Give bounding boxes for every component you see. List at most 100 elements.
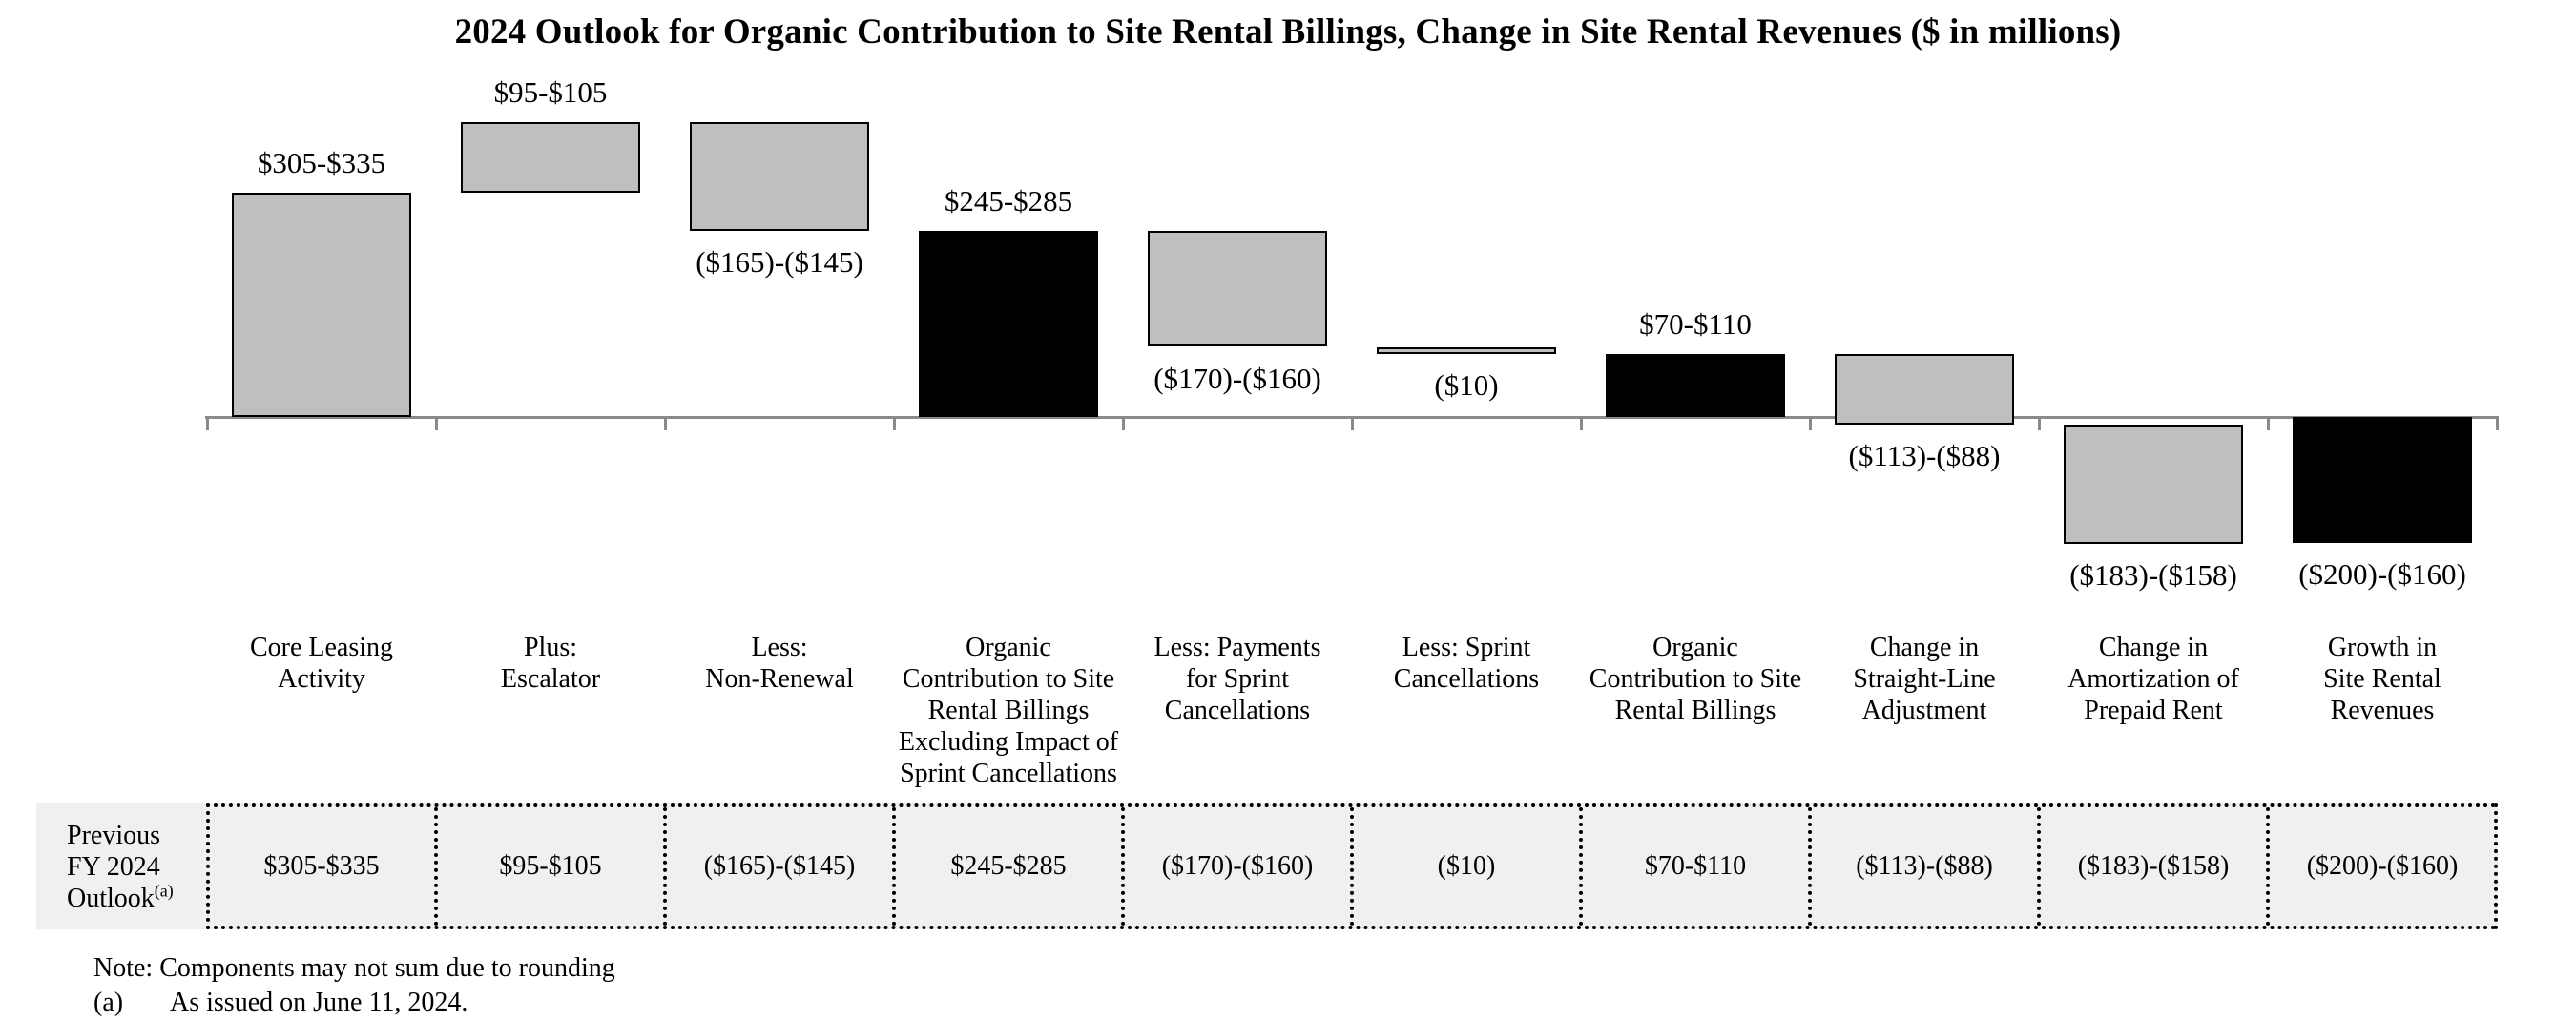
bar-value-label: ($113)-($88) xyxy=(1848,438,2001,472)
bar-value-label: ($170)-($160) xyxy=(1153,361,1321,395)
table-row-header-line: Previous xyxy=(67,820,160,850)
category-label-line: Cancellations xyxy=(1164,696,1311,725)
table-cell: ($200)-($160) xyxy=(2306,851,2459,881)
bar-value-label: $95-$105 xyxy=(493,75,608,110)
category-label-line: Revenues xyxy=(2330,696,2435,725)
table-cell-divider xyxy=(1808,807,1812,926)
category-label-line: Straight-Line xyxy=(1853,664,1996,694)
table-cell: $245-$285 xyxy=(950,851,1067,881)
bar-3 xyxy=(690,122,869,232)
category-label: Less: Sprint Cancellations xyxy=(1333,632,1600,695)
table-row-header: Previous FY 2024 Outlook(a) xyxy=(36,803,206,929)
category-label: Change in Amortization of Prepaid Rent xyxy=(2020,632,2287,726)
table-cell: $70-$110 xyxy=(1644,851,1747,881)
category-label: Organic Contribution to Site Rental Billin… xyxy=(1562,632,1829,726)
category-label-line: Adjustment xyxy=(1861,696,1987,725)
bar-2 xyxy=(461,122,640,193)
bar-value-label: ($200)-($160) xyxy=(2298,557,2466,592)
bar-10 xyxy=(2293,417,2472,544)
category-label-line: Core Leasing xyxy=(249,633,394,662)
x-axis-tick xyxy=(206,416,209,430)
category-label-line: Less: xyxy=(751,633,808,662)
table-cell-divider xyxy=(434,807,438,926)
table-row-header-line-text: Outlook xyxy=(67,883,155,913)
table-cell: ($183)-($158) xyxy=(2077,851,2230,881)
category-label-line: Less: Sprint xyxy=(1402,633,1531,662)
category-label-line: Rental Billings xyxy=(1614,696,1776,725)
category-label-line: Change in xyxy=(1869,633,1980,662)
table-cell-divider xyxy=(2037,807,2041,926)
bar-value-label: $305-$335 xyxy=(257,145,386,179)
x-axis-tick xyxy=(2267,416,2270,430)
category-label-line: Contribution to Site xyxy=(1589,664,1802,694)
table-cell-divider xyxy=(1121,807,1125,926)
bar-8 xyxy=(1835,353,2014,425)
table-cell: ($170)-($160) xyxy=(1161,851,1314,881)
footnote-marker: (a) xyxy=(93,988,124,1017)
category-label: Core Leasing Activity xyxy=(188,632,455,695)
category-label-line: Excluding Impact of xyxy=(898,727,1119,757)
table-cell-divider xyxy=(1579,807,1583,926)
footnote-superscript: (a) xyxy=(154,881,174,901)
category-label-line: Escalator xyxy=(500,664,601,694)
table-cell-divider xyxy=(892,807,896,926)
bar-5 xyxy=(1148,231,1327,347)
bar-7 xyxy=(1606,353,1785,417)
table-cell: ($113)-($88) xyxy=(1856,851,1993,881)
category-label-line: Growth in xyxy=(2327,633,2438,662)
bar-4 xyxy=(919,231,1098,417)
category-label-line: Rental Billings xyxy=(927,696,1090,725)
category-label-line: Plus: xyxy=(523,633,578,662)
x-axis-tick xyxy=(1809,416,1812,430)
category-label-line: Prepaid Rent xyxy=(2084,696,2223,725)
x-axis-tick xyxy=(435,416,438,430)
chart-title: 2024 Outlook for Organic Contribution to… xyxy=(454,12,2122,52)
x-axis-tick xyxy=(664,416,667,430)
bar-value-label: ($165)-($145) xyxy=(696,245,863,280)
table-row-header-line: FY 2024 xyxy=(67,851,160,882)
x-axis-tick xyxy=(1122,416,1125,430)
x-axis-tick xyxy=(893,416,896,430)
table-cell: ($165)-($145) xyxy=(703,851,856,881)
category-label: Plus: Escalator xyxy=(417,632,684,695)
table-cell: $305-$335 xyxy=(263,851,380,881)
category-label: Organic Contribution to Site Rental Billin… xyxy=(875,632,1142,789)
table-cell: ($10) xyxy=(1437,851,1496,881)
x-axis-tick xyxy=(2496,416,2499,430)
category-label-line: Activity xyxy=(278,664,365,694)
table-cell-divider xyxy=(663,807,667,926)
category-label: Less: Non-Renewal xyxy=(646,632,913,695)
note-footnote-a: (a) As issued on June 11, 2024. xyxy=(93,988,467,1018)
category-label-line: for Sprint xyxy=(1185,664,1290,694)
table-cell-divider xyxy=(1350,807,1354,926)
bar-value-label: ($10) xyxy=(1434,367,1499,402)
bar-value-label: ($183)-($158) xyxy=(2069,558,2237,593)
x-axis-tick xyxy=(2038,416,2041,430)
footnote-text: As issued on June 11, 2024. xyxy=(170,988,468,1017)
category-label-line: Change in xyxy=(2098,633,2209,662)
note-rounding: Note: Components may not sum due to roun… xyxy=(93,953,615,983)
bar-6 xyxy=(1377,346,1556,354)
category-label-line: Non-Renewal xyxy=(705,664,854,694)
category-label-line: Site Rental xyxy=(2323,664,2441,694)
category-label: Growth in Site Rental Revenues xyxy=(2249,632,2516,726)
category-label-line: Organic xyxy=(966,633,1051,662)
category-label-line: Cancellations xyxy=(1393,664,1540,694)
bar-1 xyxy=(232,192,411,417)
bar-9 xyxy=(2064,424,2243,545)
category-label-line: Amortization of xyxy=(2067,664,2239,694)
table-cell-divider xyxy=(2266,807,2270,926)
table-cell: $95-$105 xyxy=(499,851,602,881)
x-axis-tick xyxy=(1580,416,1583,430)
bar-value-label: $70-$110 xyxy=(1639,306,1752,341)
category-label: Change in Straight-Line Adjustment xyxy=(1791,632,2058,726)
category-label: Less: Payments for Sprint Cancellations xyxy=(1104,632,1371,726)
x-axis-tick xyxy=(1351,416,1354,430)
category-label-line: Sprint Cancellations xyxy=(900,759,1117,788)
category-label-line: Organic xyxy=(1652,633,1738,662)
category-label-line: Contribution to Site xyxy=(902,664,1115,694)
category-label-line: Less: Payments xyxy=(1153,633,1321,662)
table-row-header-line: Outlook(a) xyxy=(67,881,206,914)
bar-value-label: $245-$285 xyxy=(944,184,1073,219)
